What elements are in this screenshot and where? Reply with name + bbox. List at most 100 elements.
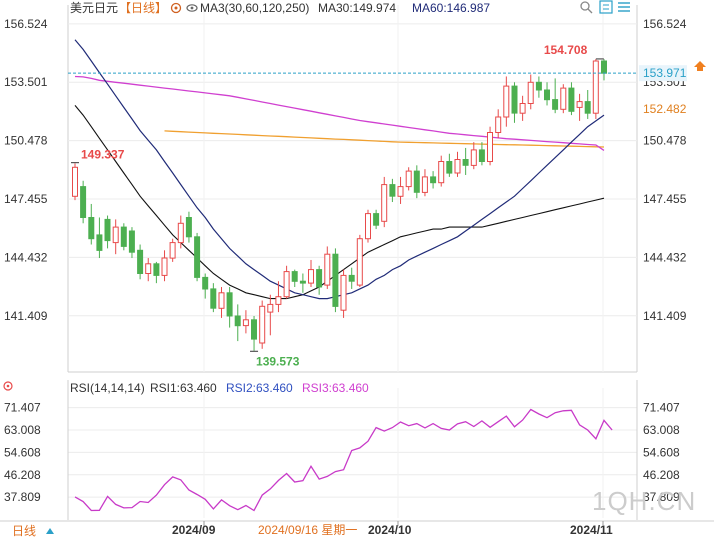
rsi-tick-label: 71.407 [643, 401, 680, 415]
date-label-oct: 2024/10 [368, 523, 412, 537]
watermark: 1QH.CN [592, 486, 696, 516]
candle-body [544, 89, 550, 101]
rsi-tick-label: 63.008 [643, 423, 680, 437]
period-label: 【日线】 [119, 1, 167, 15]
candle-body [169, 242, 176, 259]
candle-body [519, 103, 526, 114]
start-annotation: 149.337 [81, 148, 125, 162]
symbol-label: 美元日元 [70, 1, 118, 15]
candle-body [145, 263, 152, 274]
candle-body [332, 253, 339, 307]
annotation-markers [71, 58, 604, 352]
ma30-line [74, 75, 605, 151]
rsi-header: RSI(14,14,14) RSI1:63.460 RSI2:63.460 RS… [3, 381, 369, 395]
crosshair-date: 2024/09/16 星期一 [258, 523, 357, 537]
candle-body [299, 280, 306, 284]
candle-body [202, 276, 209, 290]
date-label-sep: 2024/09 [172, 523, 216, 537]
period-tab[interactable]: 日线 [12, 524, 54, 538]
rsi-gridlines [68, 388, 637, 518]
candle-body [487, 132, 493, 162]
candle-body [568, 87, 575, 112]
ma30-value: MA30:149.974 [318, 1, 396, 15]
candle-body [535, 81, 542, 91]
ma250-value-tag: 152.482 [643, 102, 687, 116]
candle-body [527, 81, 534, 105]
rsi3-value: RSI3:63.460 [302, 381, 369, 395]
candle-body [348, 274, 355, 282]
candle-body [397, 186, 404, 197]
candle-body [153, 263, 160, 276]
current-price-tag: 153.971 [639, 65, 687, 82]
price-tick-label: 150.478 [4, 134, 48, 148]
candle-body [381, 184, 388, 222]
candle-body [511, 85, 518, 114]
candle-body [242, 319, 249, 327]
date-label-nov: 2024/11 [570, 523, 613, 537]
candle-body [226, 292, 233, 317]
price-tick-label: 156.524 [643, 17, 687, 31]
candle-body [601, 60, 607, 74]
candle-body [356, 238, 363, 286]
price-axis-left: 156.524 153.501 150.478 147.455 144.432 141.4… [4, 17, 48, 323]
candle-body [316, 269, 323, 288]
main-panel-frame [67, 5, 638, 373]
menu-icon[interactable] [618, 2, 630, 12]
candle-body [137, 249, 144, 275]
search-icon[interactable] [580, 1, 593, 14]
rsi-indicator-icon[interactable] [3, 381, 13, 391]
candle-body [161, 257, 168, 276]
price-axis-right: 156.524153.501150.478147.455144.432141.4… [643, 17, 687, 323]
high-annotation: 154.708 [544, 43, 588, 57]
candle-body [389, 184, 396, 197]
candle-body [576, 101, 583, 108]
candle-body [413, 170, 420, 193]
rsi-axis-left: 71.407 63.008 54.608 46.208 37.809 [4, 401, 41, 505]
price-up-arrow-icon [694, 61, 706, 71]
ma250-line [164, 130, 605, 148]
price-tick-label: 144.432 [643, 250, 687, 264]
candle-body [324, 253, 331, 286]
price-tick-label: 150.478 [643, 134, 687, 148]
candle-body [210, 288, 217, 309]
candle-body [478, 149, 485, 162]
candle-body [446, 161, 453, 174]
candle-body [120, 226, 127, 247]
candle-body [438, 161, 445, 184]
rsi-tick-label: 54.608 [643, 445, 680, 459]
candle-body [185, 217, 192, 238]
candle-body [365, 213, 371, 240]
candle-body [128, 230, 135, 253]
candle-body [291, 271, 298, 282]
chart-settings-icon[interactable] [599, 0, 613, 14]
chart-header: 美元日元 【日线】 MA3(30,60,120,250) MA30:149.97… [70, 0, 630, 15]
rsi1-value: RSI1:63.460 [150, 381, 217, 395]
rsi-panel-frame [0, 380, 714, 522]
candle-body [470, 149, 477, 166]
rsi-axis-right: 71.407 63.008 54.608 46.208 37.809 [643, 401, 680, 505]
rsi-tick-label: 37.809 [4, 490, 41, 504]
price-tick-label: 156.524 [4, 17, 48, 31]
candle-body [267, 303, 274, 313]
candle-body [194, 236, 201, 278]
candle-body [218, 292, 225, 309]
rsi-tick-label: 37.809 [643, 490, 680, 504]
ma120-line [74, 105, 605, 300]
settings-icon[interactable] [170, 2, 182, 14]
current-price-value: 153.971 [643, 66, 687, 80]
candle-body [259, 305, 266, 344]
price-tick-label: 147.455 [4, 192, 48, 206]
candle-body [503, 85, 510, 118]
candle-body [72, 166, 78, 197]
rsi-tick-label: 71.407 [4, 401, 41, 415]
candle-body [584, 101, 591, 114]
ma60-line [74, 39, 605, 300]
candle-body [104, 218, 111, 242]
rsi-line [74, 408, 613, 512]
candle-body [234, 315, 241, 327]
rsi2-value: RSI2:63.460 [226, 381, 293, 395]
caret-up-icon [46, 528, 54, 534]
candle-body [251, 319, 257, 340]
ma-eye-icon[interactable] [186, 4, 198, 12]
price-tick-label: 144.432 [4, 250, 48, 264]
